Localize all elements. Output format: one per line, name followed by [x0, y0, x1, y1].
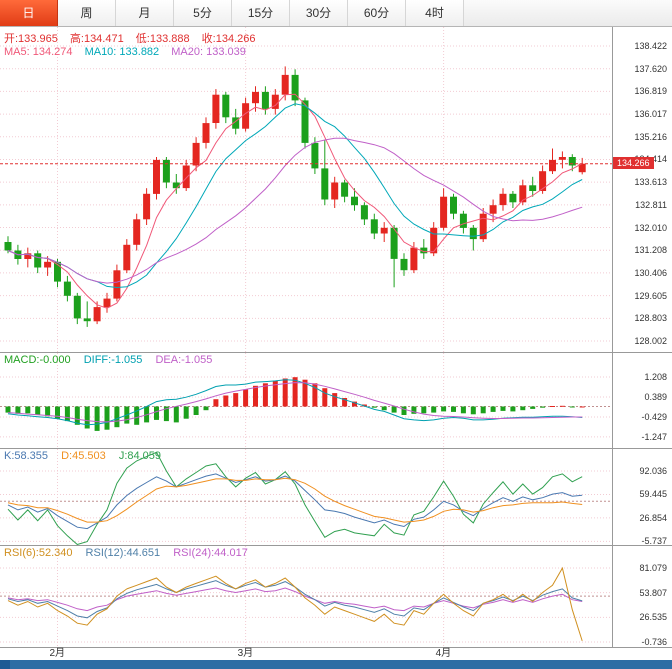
- rsi-panel: RSI(6):52.340 RSI(12):44.651 RSI(24):44.…: [0, 545, 672, 647]
- kdj-axis: 92.036 59.445 26.854 -5.737: [612, 449, 672, 547]
- dea-value: DEA:-1.055: [155, 354, 213, 366]
- high-value: 高:134.471: [69, 33, 124, 45]
- last-price-badge: 134.266: [613, 156, 654, 169]
- axis-tick: 128.002: [634, 335, 667, 346]
- axis-tick: 81.079: [639, 563, 667, 573]
- macd-plot[interactable]: MACD:-0.000 DIFF:-1.055 DEA:-1.055: [0, 353, 612, 448]
- ma5-value: MA5: 134.274: [4, 46, 73, 58]
- period-tab[interactable]: 周: [58, 0, 116, 26]
- period-tab[interactable]: 4时: [406, 0, 464, 26]
- axis-tick: 1.208: [644, 372, 667, 383]
- k-value: K:58.355: [4, 450, 49, 462]
- kdj-panel: K:58.355 D:45.503 J:84.059 92.036 59.445 2…: [0, 448, 672, 547]
- axis-tick: 128.803: [634, 313, 667, 324]
- main-price-axis: 134.266 138.422 137.620 136.819 136.017 135.…: [612, 27, 672, 352]
- macd-header: MACD:-0.000 DIFF:-1.055 DEA:-1.055: [4, 354, 222, 366]
- month-label: 4月: [435, 648, 452, 659]
- axis-tick: 59.445: [639, 489, 667, 500]
- ma10-value: MA10: 133.882: [84, 46, 160, 58]
- period-tab[interactable]: 日: [0, 0, 58, 26]
- rsi-axis: 81.079 53.807 26.535 -0.736: [612, 546, 672, 647]
- candlestick-chart[interactable]: [0, 27, 612, 352]
- axis-tick: 130.406: [634, 267, 667, 278]
- axis-tick: 136.819: [634, 86, 667, 97]
- axis-tick: 26.854: [639, 512, 667, 523]
- month-label: 2月: [49, 648, 66, 659]
- d-value: D:45.503: [61, 450, 106, 462]
- axis-tick: 132.010: [634, 222, 667, 233]
- rsi-chart[interactable]: [0, 546, 612, 647]
- axis-tick: 26.535: [639, 612, 667, 623]
- period-tab[interactable]: 5分: [174, 0, 232, 26]
- kdj-plot[interactable]: K:58.355 D:45.503 J:84.059: [0, 449, 612, 545]
- axis-tick: 136.017: [634, 109, 667, 120]
- rsi12-value: RSI(12):44.651: [85, 547, 161, 559]
- open-value: 开:133.965: [4, 33, 58, 45]
- j-value: J:84.059: [118, 450, 162, 462]
- axis-tick: 0.389: [644, 392, 667, 402]
- period-tab[interactable]: 月: [116, 0, 174, 26]
- main-chart-panel: 开:133.965 高:134.471 低:133.888 收:134.266 …: [0, 27, 672, 352]
- month-label: 3月: [237, 648, 254, 659]
- axis-tick: 53.807: [639, 587, 667, 598]
- ma20-value: MA20: 133.039: [171, 46, 246, 58]
- bottom-bar-left-block: [0, 660, 10, 669]
- low-value: 低:133.888: [135, 33, 190, 45]
- diff-value: DIFF:-1.055: [83, 354, 143, 366]
- axis-tick: -1.247: [641, 431, 667, 442]
- period-tab[interactable]: 30分: [290, 0, 348, 26]
- axis-tick: 138.422: [634, 41, 667, 51]
- macd-axis: 1.208 0.389 -0.429 -1.247: [612, 353, 672, 448]
- axis-tick: 135.216: [634, 131, 667, 142]
- ma-info: MA5: 134.274 MA10: 133.882 MA20: 133.039: [4, 46, 255, 58]
- axis-tick: 137.620: [634, 63, 667, 74]
- kdj-header: K:58.355 D:45.503 J:84.059: [4, 450, 171, 462]
- macd-chart[interactable]: [0, 353, 612, 448]
- rsi24-value: RSI(24):44.017: [173, 547, 248, 559]
- period-toolbar: 日周月 5分 15分 30分 60分 4时: [0, 0, 672, 27]
- macd-panel: MACD:-0.000 DIFF:-1.055 DEA:-1.055 1.208…: [0, 352, 672, 448]
- period-tab[interactable]: 15分: [232, 0, 290, 26]
- axis-tick: 132.811: [635, 199, 667, 210]
- x-axis-labels: 2月 3月 4月: [0, 647, 672, 660]
- candlestick-plot[interactable]: 开:133.965 高:134.471 低:133.888 收:134.266 …: [0, 27, 612, 352]
- bottom-bar: [0, 660, 672, 669]
- period-tab[interactable]: 60分: [348, 0, 406, 26]
- axis-tick: -0.429: [641, 411, 667, 422]
- macd-value: MACD:-0.000: [4, 354, 71, 366]
- axis-tick: -5.737: [641, 536, 667, 547]
- axis-tick: 131.208: [634, 245, 667, 256]
- ohlc-info: 开:133.965 高:134.471 低:133.888 收:134.266: [4, 30, 265, 46]
- axis-tick: -0.736: [641, 637, 667, 647]
- axis-tick: 133.613: [634, 177, 667, 188]
- rsi6-value: RSI(6):52.340: [4, 547, 73, 559]
- axis-tick: 92.036: [639, 466, 667, 476]
- axis-tick: 129.605: [634, 290, 667, 301]
- close-value: 收:134.266: [201, 33, 256, 45]
- kdj-chart[interactable]: [0, 449, 612, 545]
- rsi-header: RSI(6):52.340 RSI(12):44.651 RSI(24):44.…: [4, 547, 258, 559]
- rsi-plot[interactable]: RSI(6):52.340 RSI(12):44.651 RSI(24):44.…: [0, 546, 612, 647]
